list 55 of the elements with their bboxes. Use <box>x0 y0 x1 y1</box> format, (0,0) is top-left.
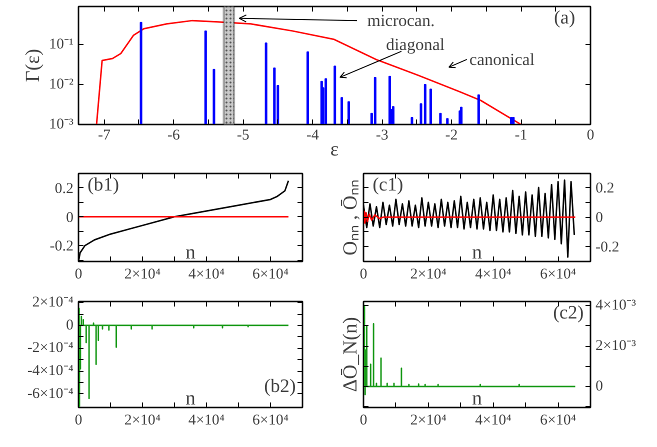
y-tick-label: 0 <box>66 210 74 226</box>
y-tick-label: 2×10⁻⁴ <box>32 294 74 311</box>
x-tick-label: 2×10⁴ <box>124 412 161 428</box>
x-tick-label: -2 <box>445 128 458 144</box>
x-tick-label: 2×10⁴ <box>410 266 446 282</box>
x-tick-label: 4×10⁴ <box>188 412 225 428</box>
x-tick-label: -1 <box>514 128 528 144</box>
x-tick-label: 6×10⁴ <box>252 412 289 428</box>
x-tick-label: -7 <box>98 128 111 144</box>
x-tick-label: 4×10⁴ <box>475 266 512 282</box>
annotation: (b1) <box>87 174 120 196</box>
series-label: diagonal <box>386 34 445 54</box>
x-axis-title: ε <box>330 138 339 160</box>
x-axis-title: n <box>186 242 196 264</box>
y-axis-title: Γ(ε) <box>22 48 44 82</box>
y-tick-label: 0.2 <box>54 180 74 197</box>
y-tick-label: 10⁻¹ <box>49 36 74 53</box>
x-tick-label: 0 <box>586 128 594 144</box>
y-tick-label: 0 <box>66 317 74 334</box>
annotation: (c2) <box>553 302 584 324</box>
x-tick-label: -3 <box>376 128 388 144</box>
series-label: canonical <box>469 50 535 69</box>
y2-tick-label: 0.2 <box>596 180 614 197</box>
y-tick-label: -4×10⁻⁴ <box>27 363 74 380</box>
x-axis-title: n <box>186 388 196 410</box>
y2-tick-label: 0 <box>596 378 603 394</box>
y-tick-label: -6×10⁻⁴ <box>27 386 74 402</box>
x-tick-label: -6 <box>167 128 180 144</box>
y-axis-title: Oₙₙ , Ōₙₙ <box>340 180 362 256</box>
x-tick-label: 4×10⁴ <box>188 266 225 282</box>
annotation: (b2) <box>264 376 296 397</box>
y2-tick-label: -0.2 <box>596 240 620 256</box>
annotation: (c1) <box>372 174 404 196</box>
x-tick-label: -4 <box>306 128 320 144</box>
y2-tick-label: 2×10⁻³ <box>596 338 636 354</box>
x-axis-title: n <box>472 388 482 410</box>
x-tick-label: -5 <box>236 128 250 144</box>
y2-tick-label: 4×10⁻³ <box>596 298 636 314</box>
x-tick-label: 2×10⁴ <box>410 412 446 428</box>
y-axis-title: ΔŌ_N(n) <box>340 316 362 392</box>
y2-tick-label: 0 <box>596 210 603 226</box>
annotation: (a) <box>554 8 576 29</box>
x-tick-label: 0 <box>360 412 368 428</box>
y-tick-label: -0.2 <box>50 238 74 255</box>
x-tick-label: 6×10⁴ <box>540 266 576 282</box>
x-tick-label: 2×10⁴ <box>124 266 161 282</box>
x-tick-label: 4×10⁴ <box>475 412 512 428</box>
x-axis-title: n <box>472 242 482 264</box>
y-tick-label: 10⁻³ <box>49 116 74 132</box>
y-tick-label: -2×10⁻⁴ <box>27 340 74 356</box>
x-tick-label: 6×10⁴ <box>252 266 289 282</box>
x-tick-label: 6×10⁴ <box>540 412 576 428</box>
x-tick-label: 0 <box>360 266 368 282</box>
y-tick-label: 10⁻² <box>49 76 74 93</box>
band-label: microcan. <box>367 11 435 30</box>
